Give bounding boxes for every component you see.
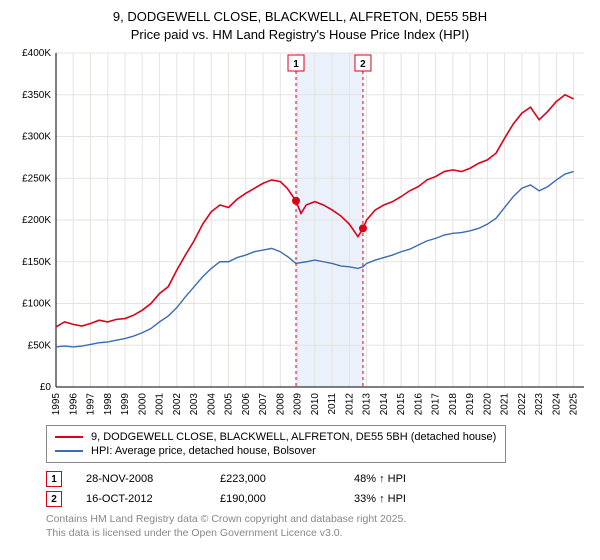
- footer-line2: This data is licensed under the Open Gov…: [46, 527, 590, 541]
- svg-text:£50K: £50K: [28, 340, 52, 351]
- svg-text:2007: 2007: [258, 393, 269, 416]
- svg-text:2011: 2011: [327, 393, 338, 415]
- svg-text:2008: 2008: [275, 393, 286, 416]
- svg-text:2024: 2024: [551, 393, 562, 416]
- svg-text:2020: 2020: [482, 393, 493, 416]
- svg-text:2014: 2014: [379, 393, 390, 416]
- line-chart: £0 £50K £100K £150K £200K £250K £300K £350K £400…: [10, 47, 590, 417]
- svg-text:2017: 2017: [431, 393, 442, 416]
- svg-text:2: 2: [360, 59, 366, 70]
- sale-pct: 33% ↑ HPI: [354, 493, 464, 505]
- sale-price: £223,000: [220, 473, 330, 485]
- legend-label: 9, DODGEWELL CLOSE, BLACKWELL, ALFRETON,…: [91, 431, 496, 443]
- svg-text:2023: 2023: [534, 393, 545, 416]
- svg-text:1997: 1997: [86, 393, 97, 416]
- sale-row: 1 28-NOV-2008 £223,000 48% ↑ HPI: [46, 469, 590, 489]
- legend-swatch: [55, 436, 83, 438]
- svg-text:2021: 2021: [500, 393, 511, 416]
- svg-text:£0: £0: [40, 382, 52, 393]
- sale-date: 16-OCT-2012: [86, 493, 196, 505]
- legend-label: HPI: Average price, detached house, Bols…: [91, 445, 316, 457]
- footer-line1: Contains HM Land Registry data © Crown c…: [46, 513, 590, 527]
- svg-text:2010: 2010: [310, 393, 321, 416]
- svg-text:1999: 1999: [120, 393, 131, 416]
- svg-text:£300K: £300K: [22, 132, 51, 143]
- svg-text:2003: 2003: [189, 393, 200, 416]
- svg-text:2016: 2016: [413, 393, 424, 416]
- svg-text:2015: 2015: [396, 393, 407, 416]
- svg-text:2022: 2022: [517, 393, 528, 416]
- svg-text:2006: 2006: [241, 393, 252, 416]
- footer-attribution: Contains HM Land Registry data © Crown c…: [46, 513, 590, 540]
- chart-title: 9, DODGEWELL CLOSE, BLACKWELL, ALFRETON,…: [10, 8, 590, 43]
- sale-marker: 1: [46, 471, 62, 487]
- legend: 9, DODGEWELL CLOSE, BLACKWELL, ALFRETON,…: [46, 425, 506, 463]
- sales-table: 1 28-NOV-2008 £223,000 48% ↑ HPI 2 16-OCT-201…: [46, 469, 590, 509]
- svg-text:£400K: £400K: [22, 48, 51, 59]
- legend-row: HPI: Average price, detached house, Bols…: [55, 444, 497, 458]
- sale-marker: 2: [46, 491, 62, 507]
- svg-text:£250K: £250K: [22, 173, 51, 184]
- svg-text:1995: 1995: [51, 393, 62, 416]
- sale-price: £190,000: [220, 493, 330, 505]
- svg-text:2012: 2012: [344, 393, 355, 416]
- sale-date: 28-NOV-2008: [86, 473, 196, 485]
- svg-text:2000: 2000: [137, 393, 148, 416]
- svg-text:£150K: £150K: [22, 257, 51, 268]
- svg-text:2013: 2013: [362, 393, 373, 416]
- legend-swatch: [55, 450, 83, 452]
- svg-text:2001: 2001: [155, 393, 166, 416]
- title-line1: 9, DODGEWELL CLOSE, BLACKWELL, ALFRETON,…: [10, 8, 590, 26]
- sale-pct: 48% ↑ HPI: [354, 473, 464, 485]
- legend-row: 9, DODGEWELL CLOSE, BLACKWELL, ALFRETON,…: [55, 430, 497, 444]
- title-line2: Price paid vs. HM Land Registry's House …: [10, 26, 590, 44]
- svg-text:2018: 2018: [448, 393, 459, 416]
- svg-text:1996: 1996: [68, 393, 79, 416]
- svg-text:2025: 2025: [569, 393, 580, 416]
- svg-text:2002: 2002: [172, 393, 183, 416]
- svg-text:2009: 2009: [293, 393, 304, 416]
- svg-text:2005: 2005: [224, 393, 235, 416]
- svg-text:1: 1: [293, 59, 299, 70]
- sale-row: 2 16-OCT-2012 £190,000 33% ↑ HPI: [46, 489, 590, 509]
- svg-text:2004: 2004: [206, 393, 217, 416]
- svg-text:£200K: £200K: [22, 215, 51, 226]
- svg-text:1998: 1998: [103, 393, 114, 416]
- svg-text:£350K: £350K: [22, 90, 51, 101]
- svg-text:2019: 2019: [465, 393, 476, 416]
- svg-text:£100K: £100K: [22, 299, 51, 310]
